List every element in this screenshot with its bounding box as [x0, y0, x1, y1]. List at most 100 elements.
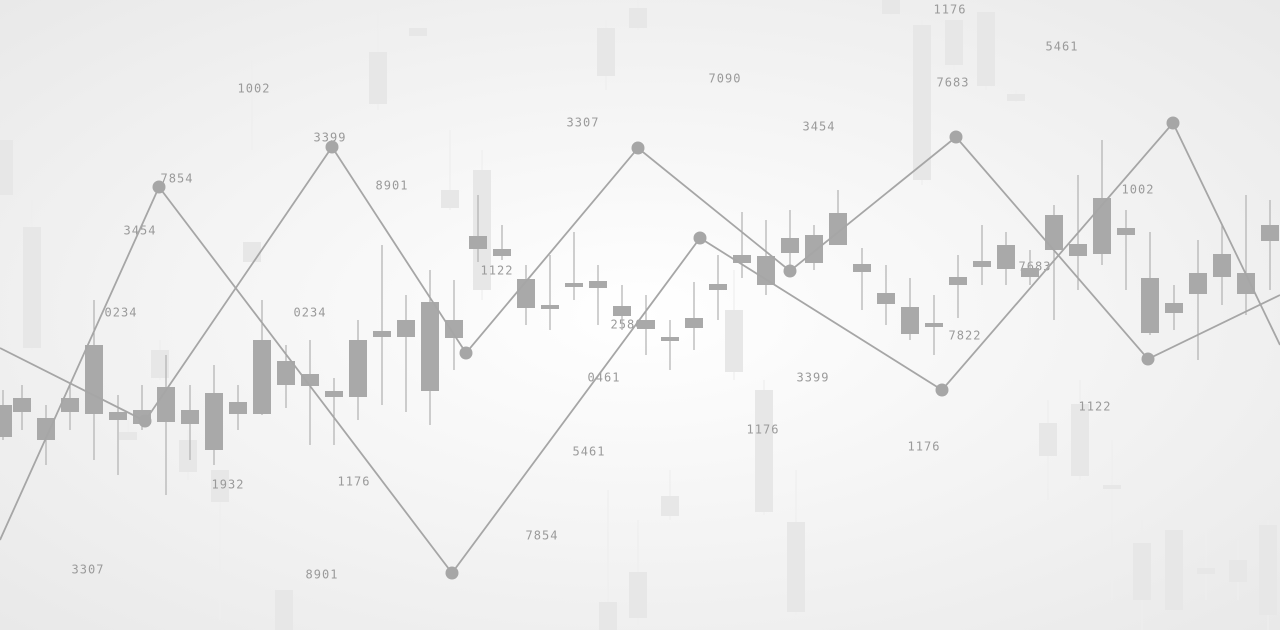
candle-body — [973, 261, 991, 267]
number-label: 7854 — [526, 529, 559, 543]
candle-body — [0, 405, 12, 437]
trend-point — [631, 141, 645, 155]
candle-body — [945, 20, 963, 65]
candle-body — [243, 242, 261, 262]
trend-point — [325, 140, 339, 154]
candle-body — [277, 361, 295, 385]
candle-body — [882, 0, 900, 14]
candle-body — [179, 440, 197, 472]
candle-body — [275, 590, 293, 630]
candle-body — [253, 340, 271, 414]
candle-body — [37, 418, 55, 440]
candle-body — [853, 264, 871, 272]
candle-body — [229, 402, 247, 414]
candle-body — [997, 245, 1015, 269]
candle-body — [151, 350, 169, 378]
trend-point — [783, 264, 797, 278]
candle-body — [949, 277, 967, 285]
candle-body — [1213, 254, 1231, 277]
candle-body — [1007, 94, 1025, 101]
candle-body — [441, 190, 459, 208]
candle-body — [1165, 530, 1183, 610]
candle-body — [1261, 225, 1279, 241]
candle-body — [157, 387, 175, 422]
candle-body — [661, 337, 679, 341]
number-label: 0234 — [294, 306, 327, 320]
number-label: 1176 — [908, 440, 941, 454]
candle-body — [637, 320, 655, 329]
candle-body — [589, 281, 607, 288]
candle-body — [925, 323, 943, 327]
number-label: 3454 — [803, 120, 836, 134]
candle-body — [805, 235, 823, 263]
trend-point — [459, 346, 473, 360]
candle-body — [493, 249, 511, 256]
candle-body — [629, 8, 647, 28]
number-label: 3399 — [314, 131, 347, 145]
candle-body — [119, 432, 137, 440]
number-label: 1176 — [338, 475, 371, 489]
candle-body — [597, 28, 615, 76]
candle-body — [755, 390, 773, 512]
candle-body — [1093, 198, 1111, 254]
candle-body — [1021, 268, 1039, 277]
number-label: 7683 — [937, 76, 970, 90]
number-label: 7854 — [161, 172, 194, 186]
trend-point — [949, 130, 963, 144]
trend-point — [152, 180, 166, 194]
candle-body — [181, 410, 199, 424]
number-label: 5461 — [573, 445, 606, 459]
candle-body — [733, 255, 751, 263]
candle-body — [1103, 485, 1121, 489]
number-label: 1122 — [481, 264, 514, 278]
lines — [0, 116, 1280, 580]
candle-body — [829, 213, 847, 245]
candle-body — [1259, 525, 1277, 615]
candle-body — [85, 345, 103, 414]
candle-body — [709, 284, 727, 290]
trend-point — [935, 383, 949, 397]
candle-body — [211, 470, 229, 502]
candle-body — [1229, 560, 1247, 582]
candle-body — [787, 522, 805, 612]
candle-body — [301, 374, 319, 386]
candle-body — [1071, 404, 1089, 476]
candle-body — [373, 331, 391, 337]
candle-body — [421, 302, 439, 391]
trend-point — [1166, 116, 1180, 130]
number-label: 8901 — [306, 568, 339, 582]
number-label: 7090 — [709, 72, 742, 86]
number-label: 1176 — [747, 423, 780, 437]
candle-body — [13, 398, 31, 412]
candle-body — [1133, 543, 1151, 600]
number-label: 3399 — [797, 371, 830, 385]
labels: 1176 5461 7090 7683 1002 3307 3454 3399 7854 8901… — [72, 3, 1155, 582]
number-label: 3307 — [567, 116, 600, 130]
candle-body — [757, 256, 775, 285]
candle-body — [1039, 423, 1057, 456]
trend-point — [1141, 352, 1155, 366]
candle-body — [661, 496, 679, 516]
candle-body — [1141, 278, 1159, 333]
candle-body — [781, 238, 799, 253]
candle-body — [901, 307, 919, 334]
number-label: 1122 — [1079, 400, 1112, 414]
candle-body — [725, 310, 743, 372]
candle-body — [685, 318, 703, 328]
candle-body — [61, 398, 79, 412]
candle-body — [977, 12, 995, 86]
candle-body — [445, 320, 463, 338]
candle-body — [629, 572, 647, 618]
number-label: 1002 — [1122, 183, 1155, 197]
candle-body — [913, 25, 931, 180]
candle-body — [1045, 215, 1063, 250]
candle-body — [541, 305, 559, 309]
candle-body — [565, 283, 583, 287]
number-label: 7822 — [949, 329, 982, 343]
candle-body — [517, 279, 535, 308]
candle-body — [1189, 273, 1207, 294]
trend-point — [445, 566, 459, 580]
